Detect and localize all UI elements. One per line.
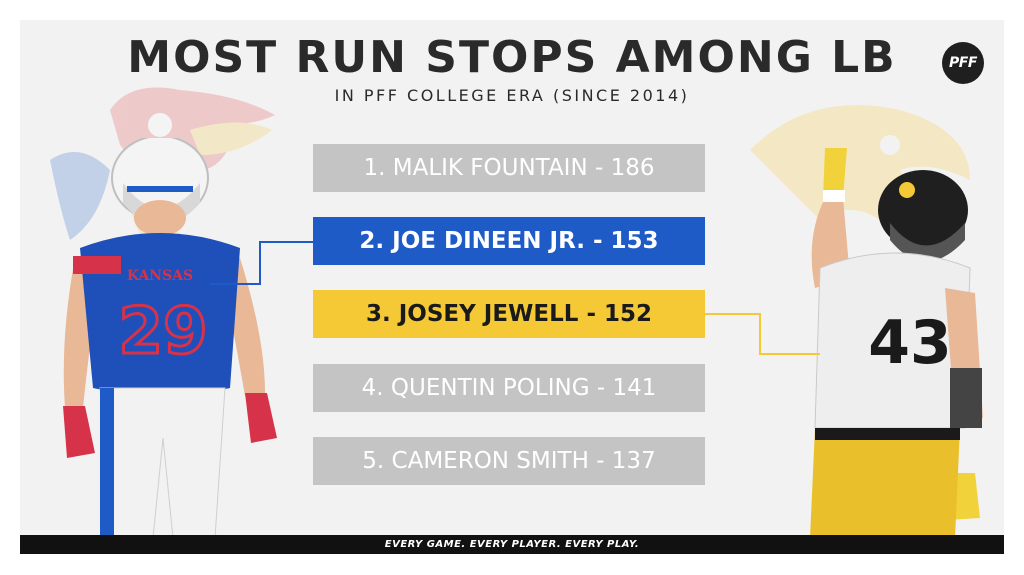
hawkeye-logo-watermark [750,105,970,220]
ranking-bar-4: 4. QUENTIN POLING - 141 [313,364,705,412]
kansas-jersey-text: KANSAS [127,268,193,284]
blue-connector-line [210,241,314,285]
pff-logo: PFF [942,42,984,84]
page-subtitle: IN PFF COLLEGE ERA (SINCE 2014) [334,86,690,105]
gold-connector-line [704,313,820,355]
page-title: MOST RUN STOPS AMONG LB [127,32,897,83]
iowa-player-image: 43 [810,148,983,538]
iowa-jersey-number: 43 [868,308,952,378]
ranking-bar-3: 3. JOSEY JEWELL - 152 [313,290,705,338]
ranking-bar-1: 1. MALIK FOUNTAIN - 186 [313,144,705,192]
ranking-bar-5: 5. CAMERON SMITH - 137 [313,437,705,485]
footer-tagline: EVERY GAME. EVERY PLAYER. EVERY PLAY. [20,535,1004,554]
kansas-player-image: KANSAS 29 [63,138,277,538]
kansas-jersey-number: 29 [118,295,207,369]
ranking-bar-2: 2. JOE DINEEN JR. - 153 [313,217,705,265]
